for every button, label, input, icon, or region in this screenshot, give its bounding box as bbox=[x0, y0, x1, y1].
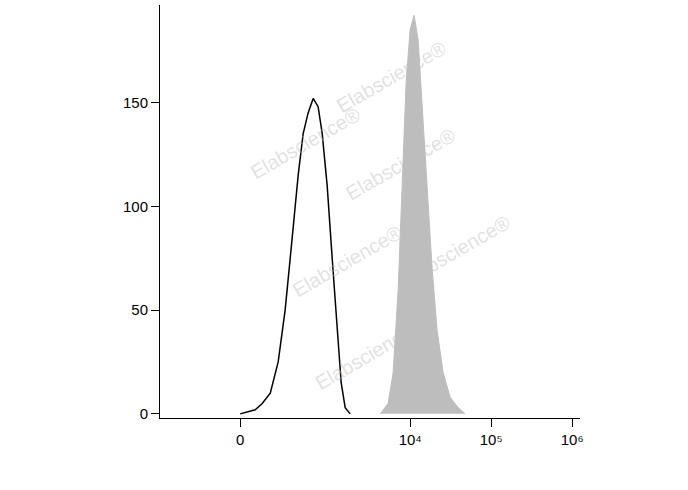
svg-text:Elabscience®: Elabscience® bbox=[397, 211, 514, 291]
svg-text:Elabscience®: Elabscience® bbox=[342, 124, 459, 204]
svg-text:Elabscience®: Elabscience® bbox=[289, 221, 406, 301]
svg-text:10⁶: 10⁶ bbox=[561, 431, 584, 448]
svg-text:0: 0 bbox=[140, 405, 148, 422]
svg-text:10⁴: 10⁴ bbox=[399, 431, 422, 448]
svg-text:150: 150 bbox=[123, 94, 148, 111]
svg-text:50: 50 bbox=[131, 301, 148, 318]
svg-text:Elabscience®: Elabscience® bbox=[312, 314, 429, 394]
svg-text:Elabscience®: Elabscience® bbox=[247, 103, 364, 183]
svg-text:0: 0 bbox=[236, 431, 244, 448]
svg-text:Elabscience®: Elabscience® bbox=[333, 37, 450, 117]
svg-text:100: 100 bbox=[123, 198, 148, 215]
svg-text:10⁵: 10⁵ bbox=[480, 431, 503, 448]
